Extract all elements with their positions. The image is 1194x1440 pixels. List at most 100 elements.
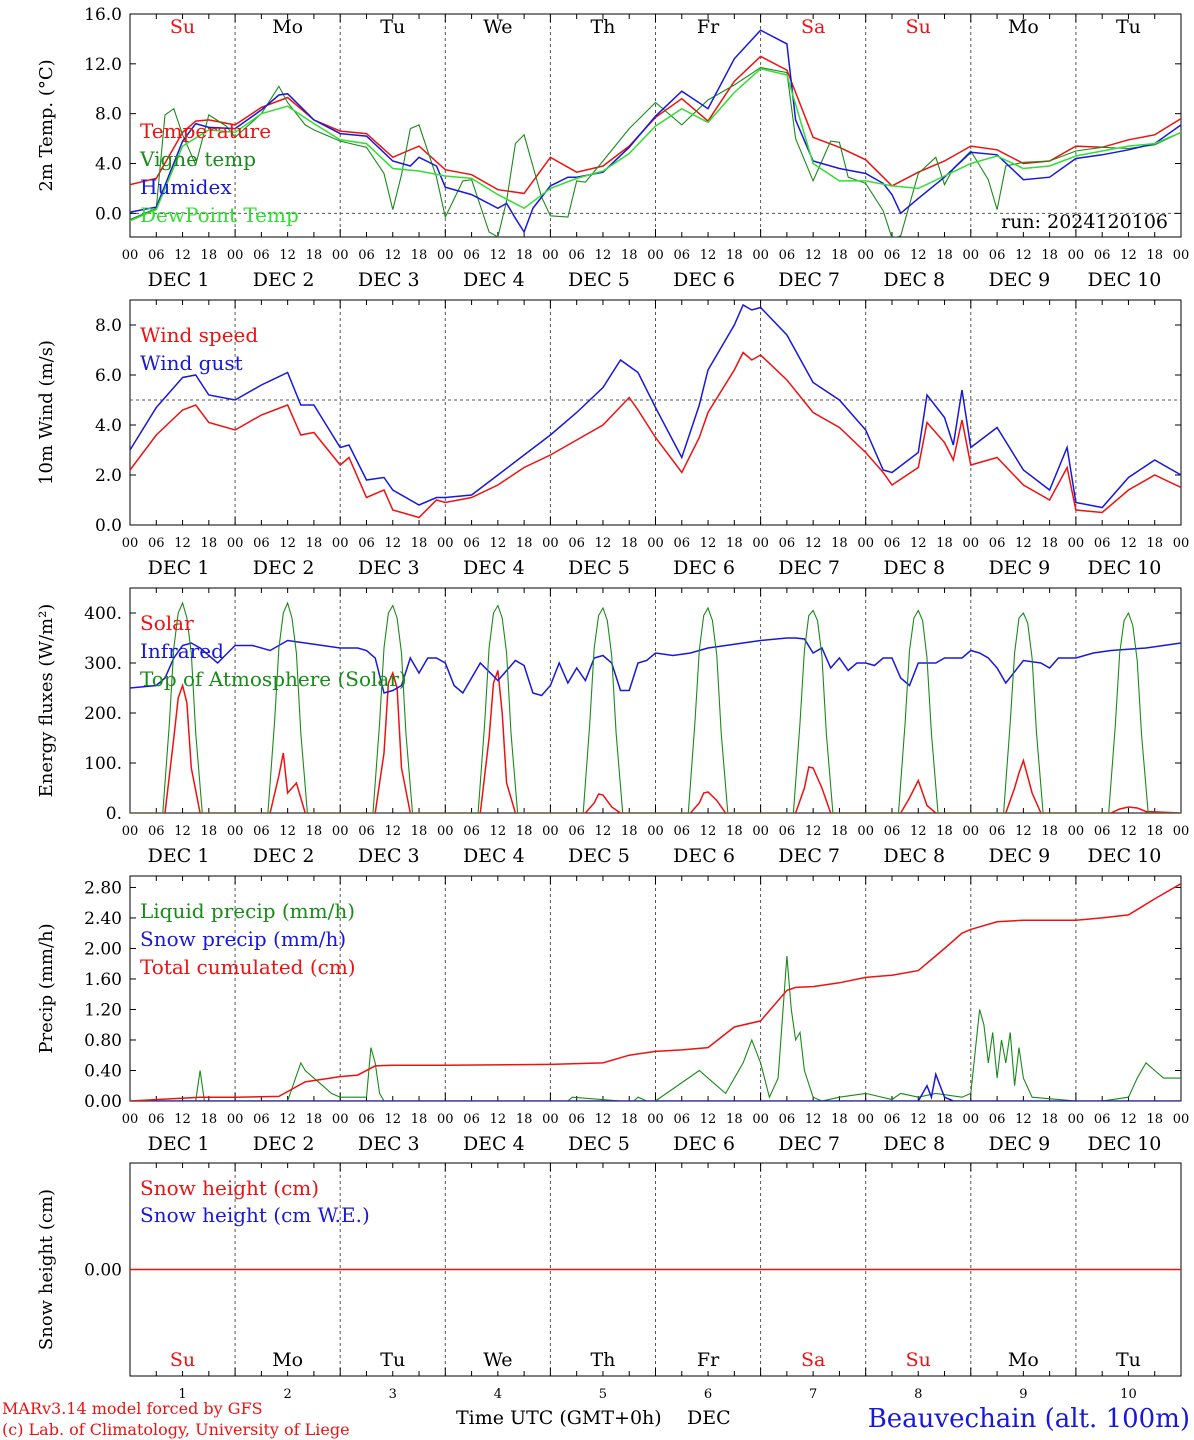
y-tick-label: 0.80: [84, 1031, 122, 1051]
date-label: DEC 9: [988, 269, 1050, 291]
y-tick-label: 2.0: [95, 466, 122, 486]
hour-tick-label: 00: [542, 824, 559, 839]
hour-tick-label: 00: [227, 248, 244, 263]
hour-tick-label: 00: [1173, 1112, 1190, 1127]
hour-tick-label: 00: [332, 248, 349, 263]
hour-tick-label: 00: [752, 824, 769, 839]
hour-tick-label: 06: [253, 248, 270, 263]
hour-tick-label: 18: [201, 824, 218, 839]
y-tick-label: 0.00: [84, 1092, 122, 1112]
hour-tick-label: 06: [568, 824, 585, 839]
legend-entry: Top of Atmosphere (Solar): [140, 667, 407, 691]
hour-tick-label: 06: [568, 1112, 585, 1127]
hour-tick-label: 18: [201, 248, 218, 263]
hour-tick-label: 12: [490, 536, 507, 551]
hour-tick-label: 18: [516, 824, 533, 839]
series-line-top-of-atmosphere-solar-: [130, 601, 1181, 813]
hour-tick-label: 18: [411, 824, 428, 839]
weekday-label: Mo: [1008, 1349, 1039, 1371]
hour-tick-label: 12: [700, 248, 717, 263]
hour-tick-label: 00: [122, 824, 139, 839]
hour-tick-label: 06: [989, 1112, 1006, 1127]
date-label: DEC 6: [673, 845, 735, 867]
weekday-label: Tu: [380, 16, 405, 38]
y-tick-label: 8.0: [95, 316, 122, 336]
hour-tick-label: 18: [306, 536, 323, 551]
hour-tick-label: 18: [201, 536, 218, 551]
series-line-snow-precip-mm-h-: [130, 1071, 1181, 1101]
hour-tick-label: 12: [910, 248, 927, 263]
hour-tick-label: 12: [1015, 248, 1032, 263]
hour-tick-label: 18: [831, 248, 848, 263]
hour-tick-label: 00: [332, 1112, 349, 1127]
hour-tick-label: 00: [437, 248, 454, 263]
hour-tick-label: 18: [516, 248, 533, 263]
series-line-liquid-precip-mm-h-: [130, 956, 1181, 1101]
hour-tick-label: 00: [752, 1112, 769, 1127]
hour-tick-label: 12: [384, 536, 401, 551]
hour-tick-label: 00: [542, 536, 559, 551]
hour-tick-label: 00: [122, 1112, 139, 1127]
hour-tick-label: 12: [490, 248, 507, 263]
y-tick-label: 0.00: [84, 1261, 122, 1281]
weekday-label: Tu: [1116, 16, 1141, 38]
hour-tick-label: 00: [542, 248, 559, 263]
series-line-infrared: [130, 637, 1181, 697]
hour-tick-label: 00: [857, 1112, 874, 1127]
date-label: DEC 1: [148, 557, 210, 579]
hour-tick-label: 00: [963, 824, 980, 839]
hour-tick-label: 00: [1068, 536, 1085, 551]
legend-entry: Snow precip (mm/h): [140, 927, 346, 951]
hour-tick-label: 00: [332, 536, 349, 551]
hour-tick-label: 00: [647, 1112, 664, 1127]
hour-tick-label: 00: [1173, 248, 1190, 263]
y-tick-label: 1.60: [84, 970, 122, 990]
weekday-label: Mo: [1008, 16, 1039, 38]
hour-tick-label: 00: [1068, 824, 1085, 839]
hour-tick-label: 12: [174, 536, 191, 551]
y-tick-label: 400.: [84, 604, 122, 624]
y-tick-label: 2.80: [84, 878, 122, 898]
hour-tick-label: 12: [384, 1112, 401, 1127]
hour-tick-label: 12: [805, 1112, 822, 1127]
date-label: DEC 9: [988, 845, 1050, 867]
date-label: DEC 5: [568, 845, 630, 867]
y-axis-label: 2m Temp. (°C): [36, 59, 57, 191]
hour-tick-label: 06: [884, 1112, 901, 1127]
x-axis-label: Time UTC (GMT+0h): [456, 1407, 662, 1429]
y-tick-label: 0.0: [95, 204, 122, 224]
hour-tick-label: 12: [805, 824, 822, 839]
hour-tick-label: 18: [936, 248, 953, 263]
hour-tick-label: 06: [1094, 1112, 1111, 1127]
hour-tick-label: 00: [437, 536, 454, 551]
hour-tick-label: 12: [174, 1112, 191, 1127]
day-number: 9: [1019, 1387, 1027, 1402]
y-axis-label: Snow height (cm): [36, 1189, 57, 1350]
hour-tick-label: 12: [1120, 1112, 1137, 1127]
hour-tick-label: 18: [306, 1112, 323, 1127]
legend-entry: DewPoint Temp: [140, 203, 299, 227]
hour-tick-label: 18: [516, 536, 533, 551]
date-label: DEC 10: [1088, 1133, 1162, 1155]
date-label: DEC 1: [148, 269, 210, 291]
hour-tick-label: 18: [1041, 248, 1058, 263]
hour-tick-label: 06: [884, 824, 901, 839]
hour-tick-label: 00: [332, 824, 349, 839]
date-label: DEC 10: [1088, 845, 1162, 867]
hour-tick-label: 06: [674, 824, 691, 839]
hour-tick-label: 06: [463, 536, 480, 551]
weekday-label: Sa: [801, 1349, 825, 1371]
legend-entry: Liquid precip (mm/h): [140, 899, 355, 923]
date-label: DEC 8: [883, 557, 945, 579]
hour-tick-label: 06: [1094, 248, 1111, 263]
hour-tick-label: 06: [358, 1112, 375, 1127]
legend-entry: Total cumulated (cm): [140, 955, 356, 979]
date-label: DEC 7: [778, 557, 840, 579]
hour-tick-label: 06: [779, 824, 796, 839]
weekday-label: Su: [906, 1349, 931, 1371]
hour-tick-label: 18: [201, 1112, 218, 1127]
hour-tick-label: 06: [884, 536, 901, 551]
hour-tick-label: 12: [595, 824, 612, 839]
date-label: DEC 10: [1088, 269, 1162, 291]
